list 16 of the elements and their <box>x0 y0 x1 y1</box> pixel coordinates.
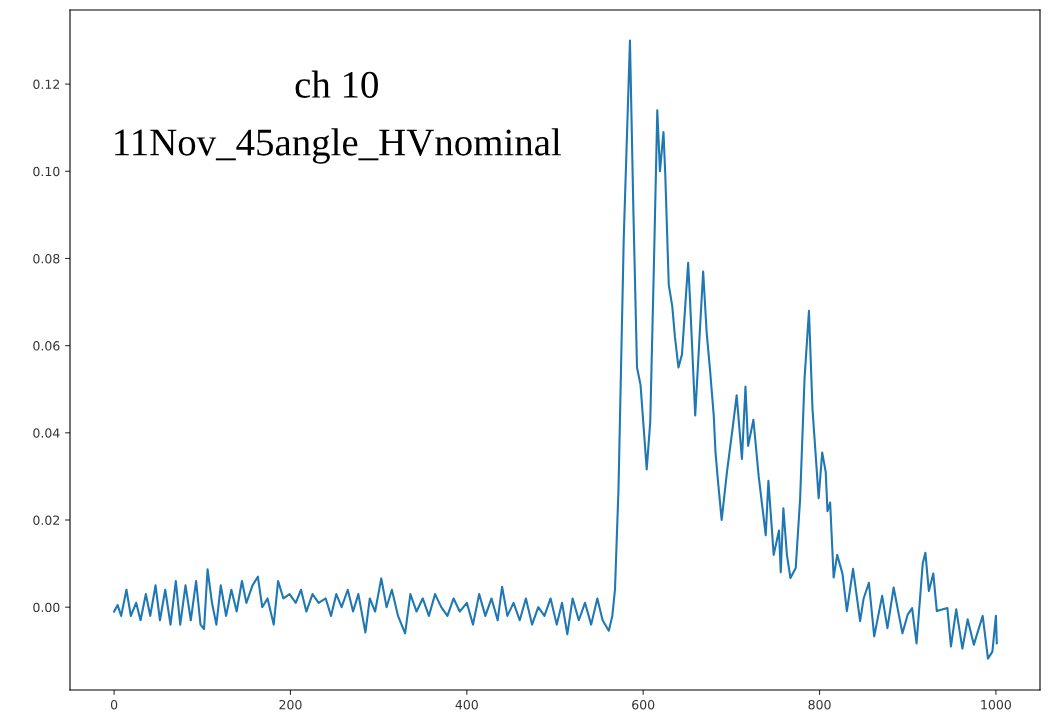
x-tick-label: 400 <box>455 699 478 710</box>
y-tick-label: 0.10 <box>33 166 60 177</box>
y-tick-label: 0.02 <box>33 515 60 525</box>
x-tick-label: 1000 <box>981 699 1011 710</box>
x-tick-label: 200 <box>279 699 302 710</box>
line-series <box>113 39 998 660</box>
y-tick-label: 0.00 <box>33 602 60 613</box>
annotation: 11Nov_45angle_HVnominal <box>115 128 561 164</box>
y-tick-label: 0.08 <box>33 253 60 264</box>
x-tick-label: 800 <box>808 699 831 710</box>
x-tick-label: 0 <box>110 699 118 710</box>
y-tick-label: 0.12 <box>33 79 60 90</box>
y-tick-label: 0.06 <box>33 341 60 351</box>
annotation: ch 10 <box>295 70 378 98</box>
y-tick-label: 0.04 <box>33 428 60 438</box>
x-tick-label: 600 <box>632 699 655 710</box>
